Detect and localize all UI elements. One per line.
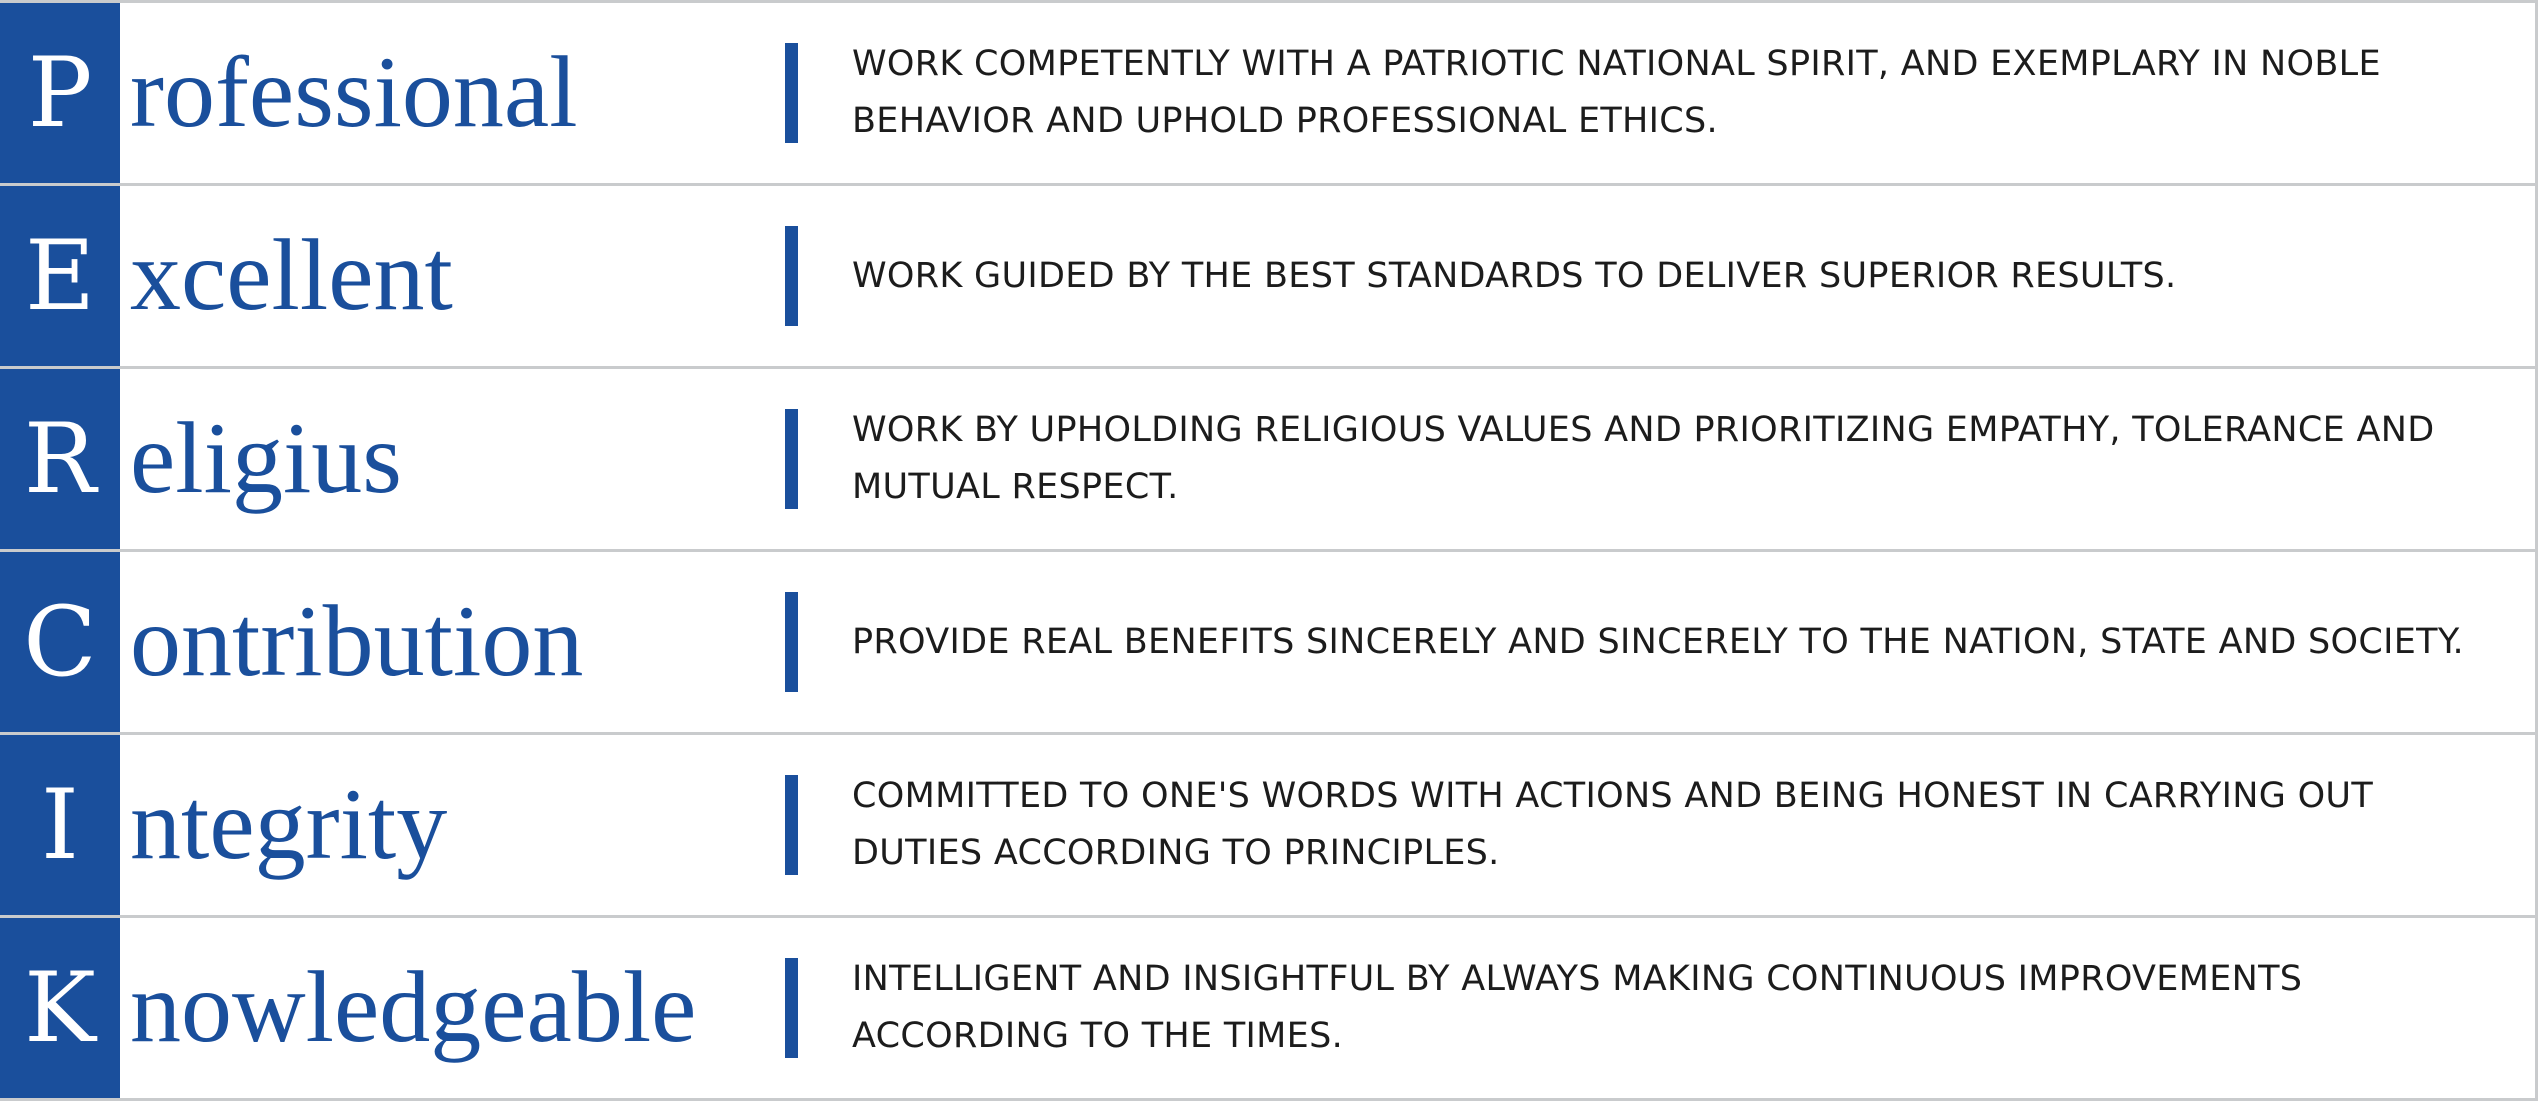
value-word: nowledgeable: [130, 951, 697, 1064]
value-description: WORK COMPETENTLY WITH A PATRIOTIC NATION…: [852, 44, 2381, 141]
value-word: ntegrity: [130, 768, 448, 881]
value-word: eligius: [130, 402, 402, 515]
divider-bar: [785, 43, 798, 143]
initial-letter-box: E: [0, 186, 120, 366]
value-row-excellent: E xcellent WORK GUIDED BY THE BEST STAND…: [0, 183, 2538, 366]
divider-bar: [785, 226, 798, 326]
value-row-professional: P rofessional WORK COMPETENTLY WITH A PA…: [0, 0, 2538, 183]
value-description: PROVIDE REAL BENEFITS SINCERELY AND SINC…: [852, 621, 2464, 662]
divider-bar: [785, 409, 798, 509]
initial-letter-box: I: [0, 735, 120, 915]
value-row-contribution: C ontribution PROVIDE REAL BENEFITS SINC…: [0, 549, 2538, 732]
value-description: WORK GUIDED BY THE BEST STANDARDS TO DEL…: [852, 255, 2177, 296]
initial-letter-box: P: [0, 3, 120, 183]
value-description: COMMITTED TO ONE'S WORDS WITH ACTIONS AN…: [852, 776, 2374, 873]
initial-letter-box: K: [0, 918, 120, 1098]
value-description: INTELLIGENT AND INSIGHTFUL BY ALWAYS MAK…: [852, 959, 2303, 1056]
initial-letter-box: C: [0, 552, 120, 732]
value-row-religius: R eligius WORK BY UPHOLDING RELIGIOUS VA…: [0, 366, 2538, 549]
initial-letter-box: R: [0, 369, 120, 549]
divider-bar: [785, 958, 798, 1058]
value-word: xcellent: [130, 219, 453, 332]
value-row-integrity: I ntegrity COMMITTED TO ONE'S WORDS WITH…: [0, 732, 2538, 915]
value-word: ontribution: [130, 585, 584, 698]
divider-bar: [785, 592, 798, 692]
divider-bar: [785, 775, 798, 875]
value-row-knowledgeable: K nowledgeable INTELLIGENT AND INSIGHTFU…: [0, 915, 2538, 1101]
value-word: rofessional: [130, 36, 578, 149]
value-description: WORK BY UPHOLDING RELIGIOUS VALUES AND P…: [852, 410, 2435, 507]
